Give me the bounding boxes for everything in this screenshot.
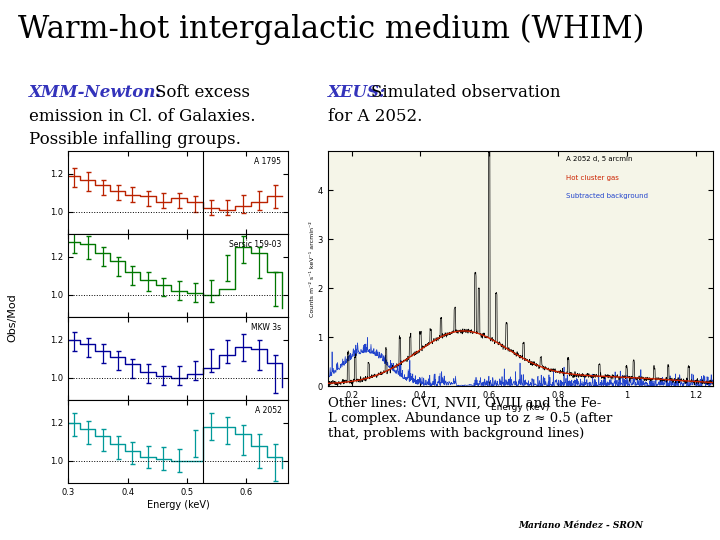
Text: for A 2052.: for A 2052. xyxy=(328,108,422,125)
Text: Hot cluster gas: Hot cluster gas xyxy=(567,175,619,181)
Text: Obs/Mod: Obs/Mod xyxy=(7,293,17,342)
Text: XMM-Newton:: XMM-Newton: xyxy=(29,84,163,100)
Y-axis label: Counts m⁻² s⁻¹ keV⁻¹ arcmin⁻²: Counts m⁻² s⁻¹ keV⁻¹ arcmin⁻² xyxy=(310,221,315,316)
X-axis label: Energy (keV): Energy (keV) xyxy=(491,403,549,411)
Text: A 2052: A 2052 xyxy=(255,406,282,415)
Text: A 1795: A 1795 xyxy=(254,157,282,166)
Text: Subtracted background: Subtracted background xyxy=(567,193,649,199)
Text: MKW 3s: MKW 3s xyxy=(251,323,282,332)
X-axis label: Energy (keV): Energy (keV) xyxy=(147,500,210,510)
Text: Soft excess: Soft excess xyxy=(155,84,250,100)
Text: Warm-hot intergalactic medium (WHIM): Warm-hot intergalactic medium (WHIM) xyxy=(18,14,644,45)
Text: XEUS:: XEUS: xyxy=(328,84,386,100)
Text: Mariano Méndez - SRON: Mariano Méndez - SRON xyxy=(518,521,644,530)
Text: Other lines: CVI, NVII, OVIII and the Fe-
L complex. Abundance up to z ≈ 0.5 (af: Other lines: CVI, NVII, OVIII and the Fe… xyxy=(328,397,612,440)
Text: emission in Cl. of Galaxies.: emission in Cl. of Galaxies. xyxy=(29,108,256,125)
Text: A 2052 d, 5 arcmin: A 2052 d, 5 arcmin xyxy=(567,156,633,162)
Text: Sersic 159-03: Sersic 159-03 xyxy=(229,240,282,249)
Text: Simulated observation: Simulated observation xyxy=(371,84,560,100)
Text: Possible infalling groups.: Possible infalling groups. xyxy=(29,131,240,148)
